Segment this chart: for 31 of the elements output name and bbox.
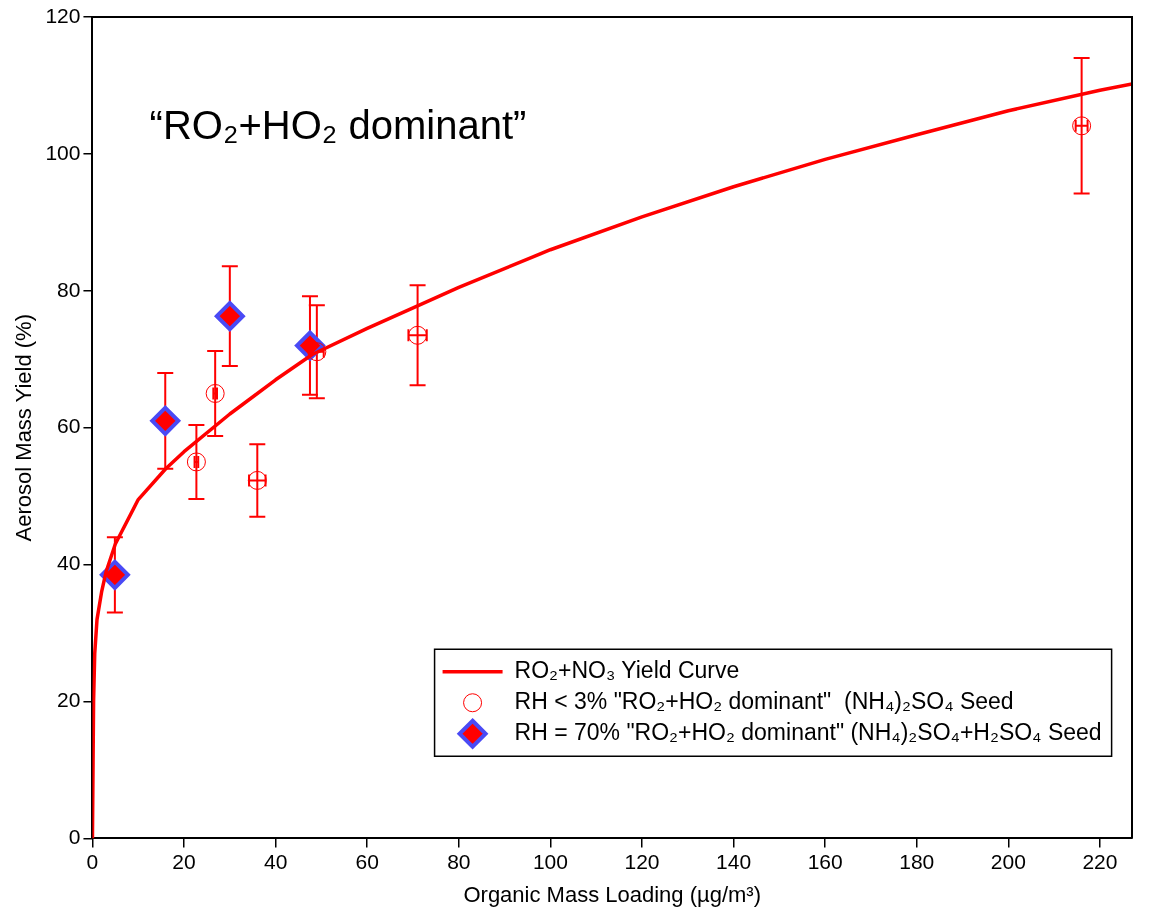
x-tick-label: 140 <box>716 849 752 873</box>
x-tick-label: 220 <box>1082 849 1118 873</box>
y-tick-label: 100 <box>45 140 81 164</box>
x-tick-label: 160 <box>807 849 843 873</box>
x-tick-label: 80 <box>447 849 471 873</box>
y-tick-label: 60 <box>57 414 81 438</box>
x-tick-label: 200 <box>990 849 1026 873</box>
y-tick-label: 40 <box>57 551 81 575</box>
point <box>294 330 325 361</box>
x-tick-label: 20 <box>172 849 196 873</box>
y-axis-title: Aerosol Mass Yield (%) <box>11 313 37 542</box>
y-tick-label: 0 <box>68 825 81 849</box>
x-tick-label: 180 <box>899 849 935 873</box>
legend-label: RO₂+NO₃ Yield Curve <box>514 657 740 684</box>
x-axis-title: Organic Mass Loading (µg/m³) <box>463 881 761 907</box>
point <box>150 405 181 436</box>
y-tick-label: 80 <box>57 277 81 301</box>
x-tick-label: 60 <box>355 849 379 873</box>
x-tick-label: 0 <box>86 849 99 873</box>
x-tick-label: 120 <box>624 849 660 873</box>
point <box>99 559 130 590</box>
point <box>205 383 225 403</box>
y-tick-label: 120 <box>45 3 81 27</box>
legend-label: RH = 70% "RO₂+HO₂ dominant" (NH₄)₂SO₄+H₂SO₄ Seed <box>514 719 1102 746</box>
point <box>186 452 206 472</box>
x-tick-label: 100 <box>532 849 568 873</box>
legend-label: RH < 3% "RO₂+HO₂ dominant" (NH₄)₂SO₄ Seed <box>514 688 1014 715</box>
point <box>214 301 245 332</box>
y-tick-label: 20 <box>57 688 81 712</box>
annotation: “RO₂+HO₂ dominant” <box>149 102 527 147</box>
x-tick-label: 40 <box>263 849 288 873</box>
